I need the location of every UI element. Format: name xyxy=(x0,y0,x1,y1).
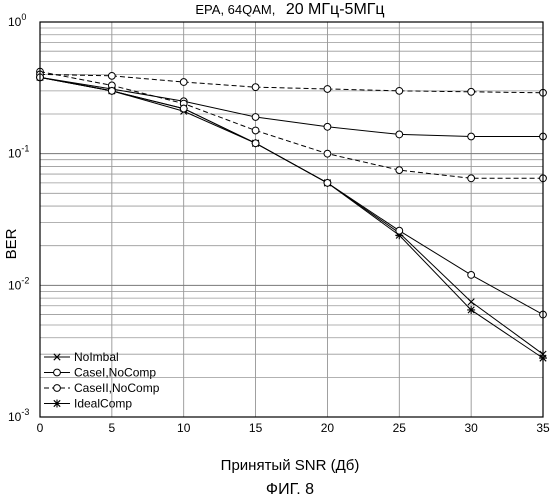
y-tick-base: 10 xyxy=(8,410,22,424)
legend-marker xyxy=(53,400,61,408)
legend-item: NoImbal xyxy=(44,350,119,364)
data-point xyxy=(468,272,475,279)
data-point xyxy=(180,105,187,112)
x-tick-label: 30 xyxy=(464,421,478,435)
data-point xyxy=(396,167,403,174)
data-point xyxy=(252,140,259,147)
x-tick-label: 0 xyxy=(37,421,44,435)
data-point xyxy=(324,179,331,186)
chart-title: EPA, 64QAM, 20 МГц-5МГц xyxy=(195,1,384,18)
x-tick-label: 25 xyxy=(393,421,407,435)
data-point xyxy=(467,306,475,314)
y-tick-exponent: -3 xyxy=(21,407,29,417)
series-3 xyxy=(36,73,547,362)
data-point xyxy=(108,72,115,79)
legend-item: IdealComp xyxy=(44,397,132,411)
data-point xyxy=(252,127,259,134)
series-line xyxy=(40,77,543,354)
legend-marker xyxy=(54,369,61,376)
legend-label: IdealComp xyxy=(74,397,132,411)
x-tick-label: 10 xyxy=(177,421,191,435)
data-point xyxy=(324,86,331,93)
x-tick-label: 5 xyxy=(109,421,116,435)
y-axis-label: BER xyxy=(3,228,20,259)
series-layer xyxy=(36,68,547,362)
y-tick-label: 10-3 xyxy=(8,407,29,424)
data-point xyxy=(180,79,187,86)
legend-label: CaseI,NoComp xyxy=(74,366,156,380)
data-point xyxy=(468,133,475,140)
data-point xyxy=(396,131,403,138)
data-point xyxy=(468,175,475,182)
y-tick-exponent: -1 xyxy=(21,144,29,154)
x-tick-label: 20 xyxy=(321,421,335,435)
y-tick-label: 10-2 xyxy=(8,275,29,292)
data-point xyxy=(468,88,475,95)
y-tick-labels: 10010-110-210-3 xyxy=(8,12,29,424)
figure-caption: ФИГ. 8 xyxy=(266,481,314,498)
y-tick-base: 10 xyxy=(8,15,22,29)
series-line xyxy=(40,77,543,314)
y-tick-exponent: -2 xyxy=(21,275,29,285)
legend: NoImbal CaseI,NoCompCaseII,NoComp IdealCom… xyxy=(44,350,160,411)
series-2 xyxy=(37,68,547,181)
data-point xyxy=(396,87,403,94)
data-point xyxy=(252,114,259,121)
y-tick-base: 10 xyxy=(8,147,22,161)
y-tick-label: 10-1 xyxy=(8,144,29,161)
chart-title-part-1: EPA, 64QAM, xyxy=(195,2,275,17)
series-5 xyxy=(37,74,547,318)
data-point xyxy=(324,123,331,130)
x-tick-label: 35 xyxy=(536,421,550,435)
legend-item: CaseII,NoComp xyxy=(44,381,160,395)
x-axis-label: Принятый SNR (Дб) xyxy=(221,457,360,474)
data-point xyxy=(324,150,331,157)
legend-label: NoImbal xyxy=(74,350,119,364)
chart-title-part-2: 20 МГц-5МГц xyxy=(286,1,385,18)
series-line xyxy=(40,77,543,358)
y-tick-base: 10 xyxy=(8,278,22,292)
legend-marker xyxy=(54,385,61,392)
data-point xyxy=(396,227,403,234)
data-point xyxy=(108,87,115,94)
y-tick-exponent: 0 xyxy=(21,12,26,22)
y-tick-label: 100 xyxy=(8,12,26,29)
x-tick-label: 15 xyxy=(249,421,263,435)
legend-label: CaseII,NoComp xyxy=(74,381,160,395)
data-point xyxy=(252,84,259,91)
x-tick-labels: 0 5 10 15 20 25 30 35 xyxy=(37,421,550,435)
